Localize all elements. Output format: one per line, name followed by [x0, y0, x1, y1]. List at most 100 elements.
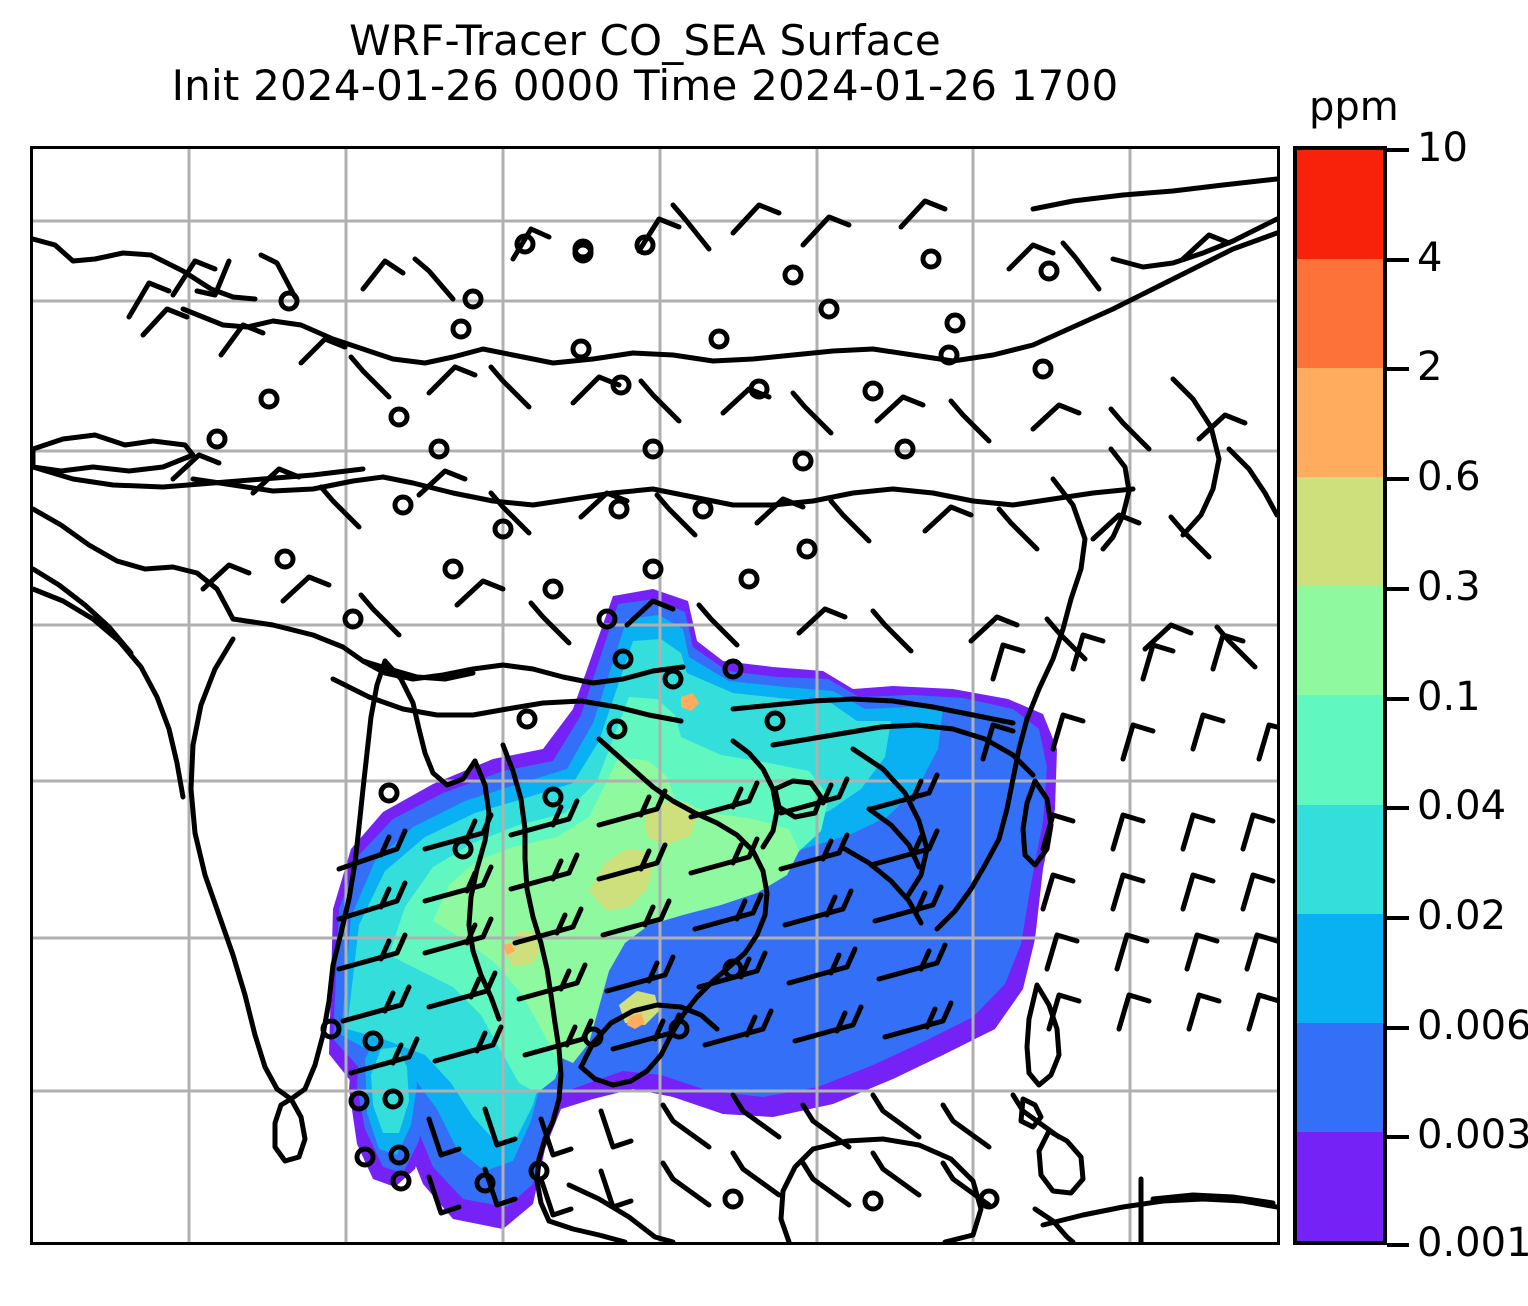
wind-barb — [358, 592, 402, 638]
wind-barb-calm — [278, 290, 300, 312]
wind-barb-calm — [722, 658, 744, 680]
title-line-1: WRF-Tracer CO_SEA Surface — [349, 16, 941, 65]
wind-barb-calm-group — [206, 233, 1060, 1212]
wind-barb — [1030, 402, 1082, 432]
wind-barb — [688, 836, 760, 876]
colorbar-label: 0.04 — [1417, 783, 1507, 830]
wind-barb-calm — [258, 388, 280, 410]
wind-barb — [800, 1160, 852, 1208]
wind-barb — [432, 1024, 504, 1064]
wind-barb — [426, 364, 478, 396]
wind-barb-calm — [920, 248, 942, 270]
wind-barb-group-central — [140, 306, 1258, 670]
wind-barb — [996, 506, 1040, 552]
wind-barb — [336, 880, 408, 922]
colorbar-tick — [1387, 696, 1409, 701]
wind-barb — [940, 1160, 992, 1208]
wind-barb-calm — [792, 450, 814, 472]
coastline-amur — [1110, 216, 1277, 270]
wind-barb — [1184, 932, 1220, 972]
colorbar-tick — [1387, 477, 1409, 482]
colorbar-band — [1297, 913, 1383, 1023]
map-plot-area — [30, 146, 1280, 1245]
colorbar-band — [1297, 1022, 1383, 1132]
wind-barb — [360, 258, 406, 292]
wind-barb — [1060, 240, 1102, 292]
coastline-myanmar — [466, 758, 502, 1022]
coastline-arabian-sea — [33, 586, 186, 800]
wind-barb-calm — [274, 548, 296, 570]
colorbar-label: 0.1 — [1417, 673, 1481, 720]
border-russia-mongolia — [180, 230, 1277, 366]
wind-barb — [570, 374, 622, 406]
wind-barb — [1120, 722, 1156, 762]
wind-barb-calm — [390, 1170, 412, 1192]
colorbar-tick — [1387, 1025, 1409, 1030]
wind-barb-calm — [708, 328, 730, 350]
wind-barb — [800, 1102, 852, 1150]
wind-barb — [578, 490, 630, 520]
wind-barb — [348, 1036, 420, 1076]
wind-barb — [336, 932, 408, 972]
wind-barb — [598, 1168, 634, 1210]
wind-barb — [1006, 242, 1056, 272]
wind-barb — [126, 280, 172, 320]
wind-barb — [898, 198, 948, 230]
wind-barb-calm — [354, 1146, 376, 1168]
wind-barb — [792, 1004, 864, 1044]
wind-barb — [1044, 616, 1088, 662]
wind-barb — [786, 946, 858, 986]
wind-barb-calm — [516, 708, 538, 730]
wind-barb — [730, 1092, 782, 1140]
wind-barb — [868, 828, 940, 868]
colorbar-ticks: 10 4 2 0.6 0.3 0.1 0.04 0.02 0.006 0.003… — [1387, 125, 1528, 1266]
wind-barb — [280, 574, 332, 604]
colorbar-tick — [1387, 586, 1409, 591]
wind-barb — [426, 1116, 462, 1158]
wind-barb-calm — [378, 782, 400, 804]
wind-barb — [990, 642, 1026, 682]
coastline-borneo — [778, 1136, 984, 1242]
coastline-japan-south — [1226, 446, 1277, 518]
wind-barb-calm — [738, 568, 760, 590]
colorbar-band — [1297, 1131, 1383, 1241]
wind-barb — [1240, 812, 1276, 852]
colorbar-label: 10 — [1417, 125, 1468, 171]
wind-barb — [870, 1150, 922, 1198]
wind-barb — [1186, 992, 1222, 1032]
wind-barb — [696, 602, 740, 648]
wind-barb — [868, 772, 940, 812]
wind-barb — [1180, 232, 1232, 262]
wind-barb-calm — [722, 1188, 744, 1210]
coastline-india-west — [188, 636, 336, 1102]
wind-barb-calm — [450, 318, 472, 340]
plume-band-03-core-a — [589, 849, 653, 911]
wind-barb — [510, 226, 552, 262]
chart-title: WRF-Tracer CO_SEA Surface Init 2024-01-2… — [0, 18, 1290, 109]
wind-barb — [696, 950, 768, 990]
wind-barb — [730, 202, 782, 236]
wind-barb-calm — [782, 264, 804, 286]
coastline-aral-sea — [33, 432, 196, 474]
colorbar-tick — [1387, 257, 1409, 262]
wind-barb — [782, 888, 854, 928]
wind-barb-calm — [348, 1090, 370, 1112]
plume-band-03-core-b — [645, 801, 697, 845]
wind-barb — [1046, 992, 1082, 1032]
wind-barb — [488, 490, 532, 536]
wind-barb — [1044, 932, 1080, 972]
wind-barb — [522, 1018, 594, 1058]
wind-barb-group-north — [126, 198, 1232, 320]
wind-barb — [516, 962, 588, 1002]
colorbar-label: 4 — [1417, 234, 1443, 281]
wind-barb — [1190, 712, 1226, 752]
wind-barb — [482, 1106, 518, 1148]
wind-barb-calm — [642, 438, 664, 460]
wind-barb-calm — [320, 1018, 342, 1040]
wind-barb — [1050, 712, 1086, 752]
wind-barb — [778, 776, 850, 816]
wind-barb — [948, 398, 992, 444]
wind-barb-calm — [596, 608, 618, 630]
wind-barb-calm — [572, 242, 594, 264]
colorbar-unit-label: ppm — [1309, 84, 1399, 130]
